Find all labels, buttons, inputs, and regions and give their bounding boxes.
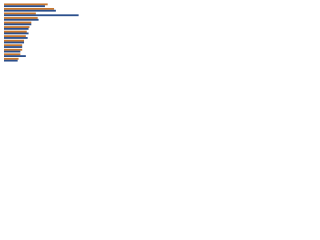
bar (4, 59, 18, 62)
bar (4, 32, 29, 35)
bar (4, 9, 56, 12)
page: {"chart_data": {"type": "hbar", "categor… (0, 0, 100, 71)
bar (4, 50, 21, 53)
bar (4, 39, 25, 42)
bar (4, 30, 27, 33)
bar (4, 7, 55, 10)
bar (4, 21, 32, 24)
bar (4, 23, 32, 26)
bar (4, 12, 36, 15)
bar (4, 5, 45, 8)
bar (4, 37, 28, 39)
bar (4, 17, 38, 19)
bar (4, 57, 19, 60)
bar (4, 41, 25, 44)
bar (4, 44, 23, 47)
bar (4, 3, 48, 6)
bar (4, 14, 79, 17)
bar (4, 48, 23, 51)
bar (4, 35, 26, 38)
bar (4, 55, 26, 58)
chart (4, 3, 79, 62)
bar (4, 26, 30, 28)
bar (4, 27, 29, 30)
bar (4, 53, 21, 56)
bar (4, 46, 23, 48)
bar (4, 18, 39, 21)
